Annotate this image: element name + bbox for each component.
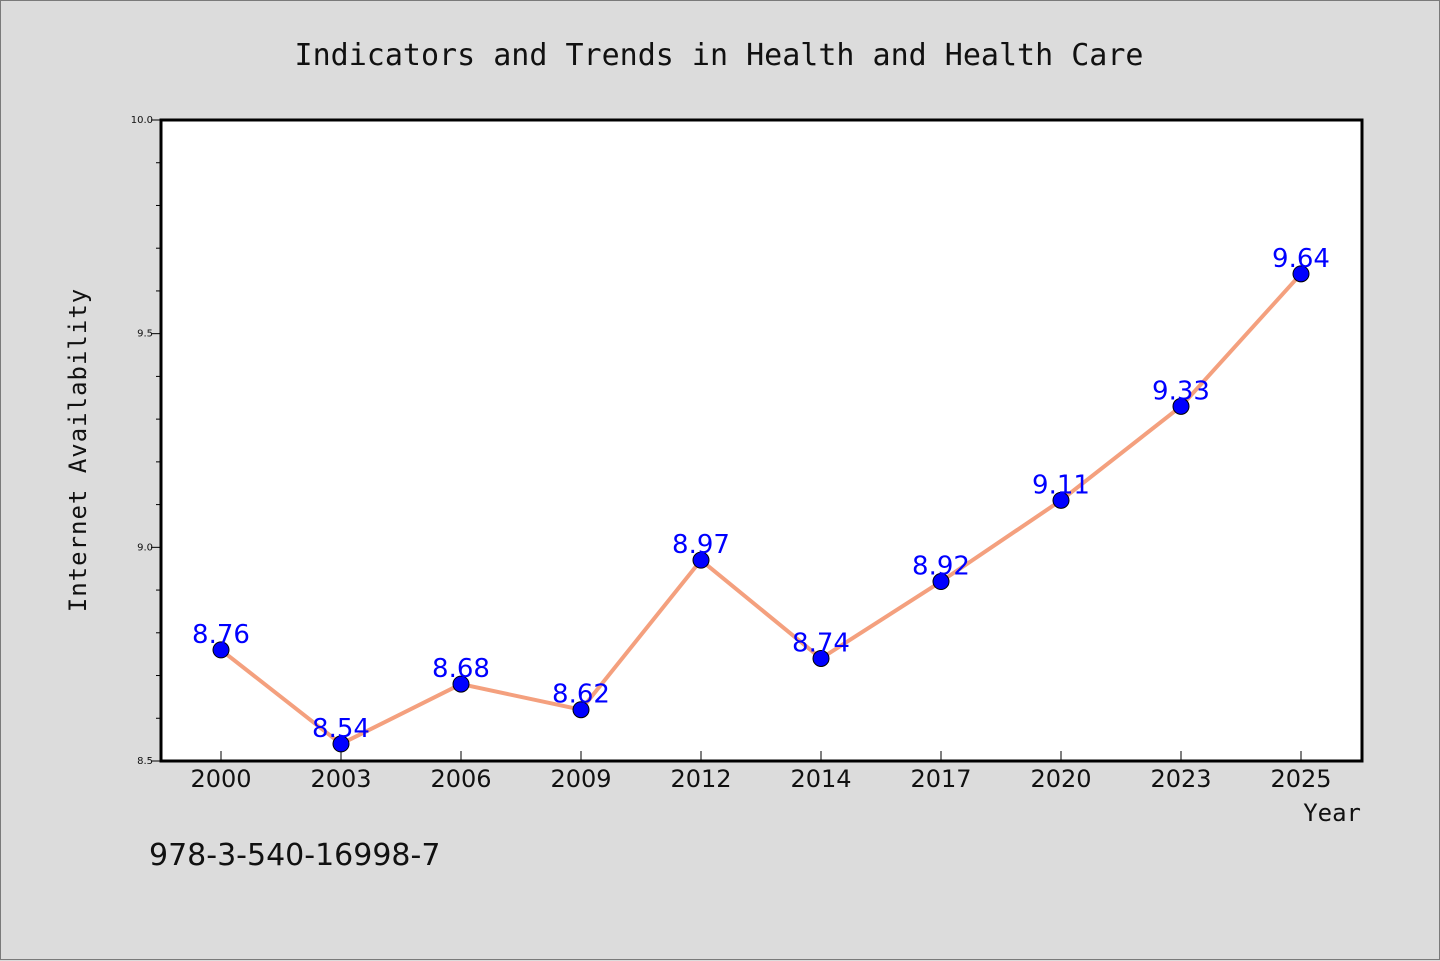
x-tick-label: 2006	[430, 765, 491, 793]
plot-area	[161, 120, 1362, 761]
series-layer	[212, 265, 1310, 753]
chart-title: Indicators and Trends in Health and Heal…	[295, 38, 1144, 73]
x-tick-label: 2023	[1150, 765, 1211, 793]
x-tick-label: 2012	[670, 765, 731, 793]
data-point	[812, 649, 830, 667]
data-point	[332, 735, 350, 753]
data-point	[932, 573, 950, 591]
data-label: 8.76	[192, 620, 250, 650]
data-point	[1172, 397, 1190, 415]
x-tick-label: 2017	[910, 765, 971, 793]
data-label: 8.92	[912, 552, 970, 582]
isbn-annotation: 978-3-540-16998-7	[149, 838, 440, 873]
x-axis-label: Year	[1303, 799, 1361, 827]
series-line	[219, 272, 1303, 746]
data-label: 9.33	[1152, 376, 1210, 406]
x-tick-label: 2000	[190, 765, 251, 793]
data-labels-layer: 8.76 8.54 8.68 8.62 8.97 8.74 8.92 9.11 9.33 9.64	[192, 244, 1330, 744]
plot-frame	[159, 118, 1364, 763]
y-tick-label: 9.0	[137, 542, 153, 553]
x-tick-label: 2020	[1030, 765, 1091, 793]
data-point	[572, 701, 590, 719]
data-point	[692, 551, 710, 569]
data-label: 8.74	[792, 628, 850, 658]
data-point	[452, 675, 470, 693]
y-tick-label: 9.5	[137, 329, 153, 340]
x-tick-label: 2003	[310, 765, 371, 793]
data-label: 9.64	[1272, 244, 1330, 274]
x-tick-label: 2014	[790, 765, 851, 793]
y-tick-label: 10.0	[131, 115, 153, 126]
y-axis-label: Internet Availability	[64, 288, 92, 612]
x-tick-label: 2009	[550, 765, 611, 793]
data-point	[212, 641, 230, 659]
data-label: 8.54	[312, 714, 370, 744]
data-point	[1052, 491, 1070, 509]
data-label: 8.68	[432, 654, 490, 684]
data-point	[1292, 265, 1310, 283]
x-tick-label: 2025	[1270, 765, 1331, 793]
data-label: 9.11	[1032, 470, 1090, 500]
y-tick-label: 8.5	[137, 756, 153, 767]
data-label: 8.97	[672, 530, 730, 560]
data-label: 8.62	[552, 680, 610, 710]
axis-ticks: 8.5 9.0 9.5 10.0 2000 2003 2006 2009 2012 2014 201…	[131, 115, 1332, 793]
